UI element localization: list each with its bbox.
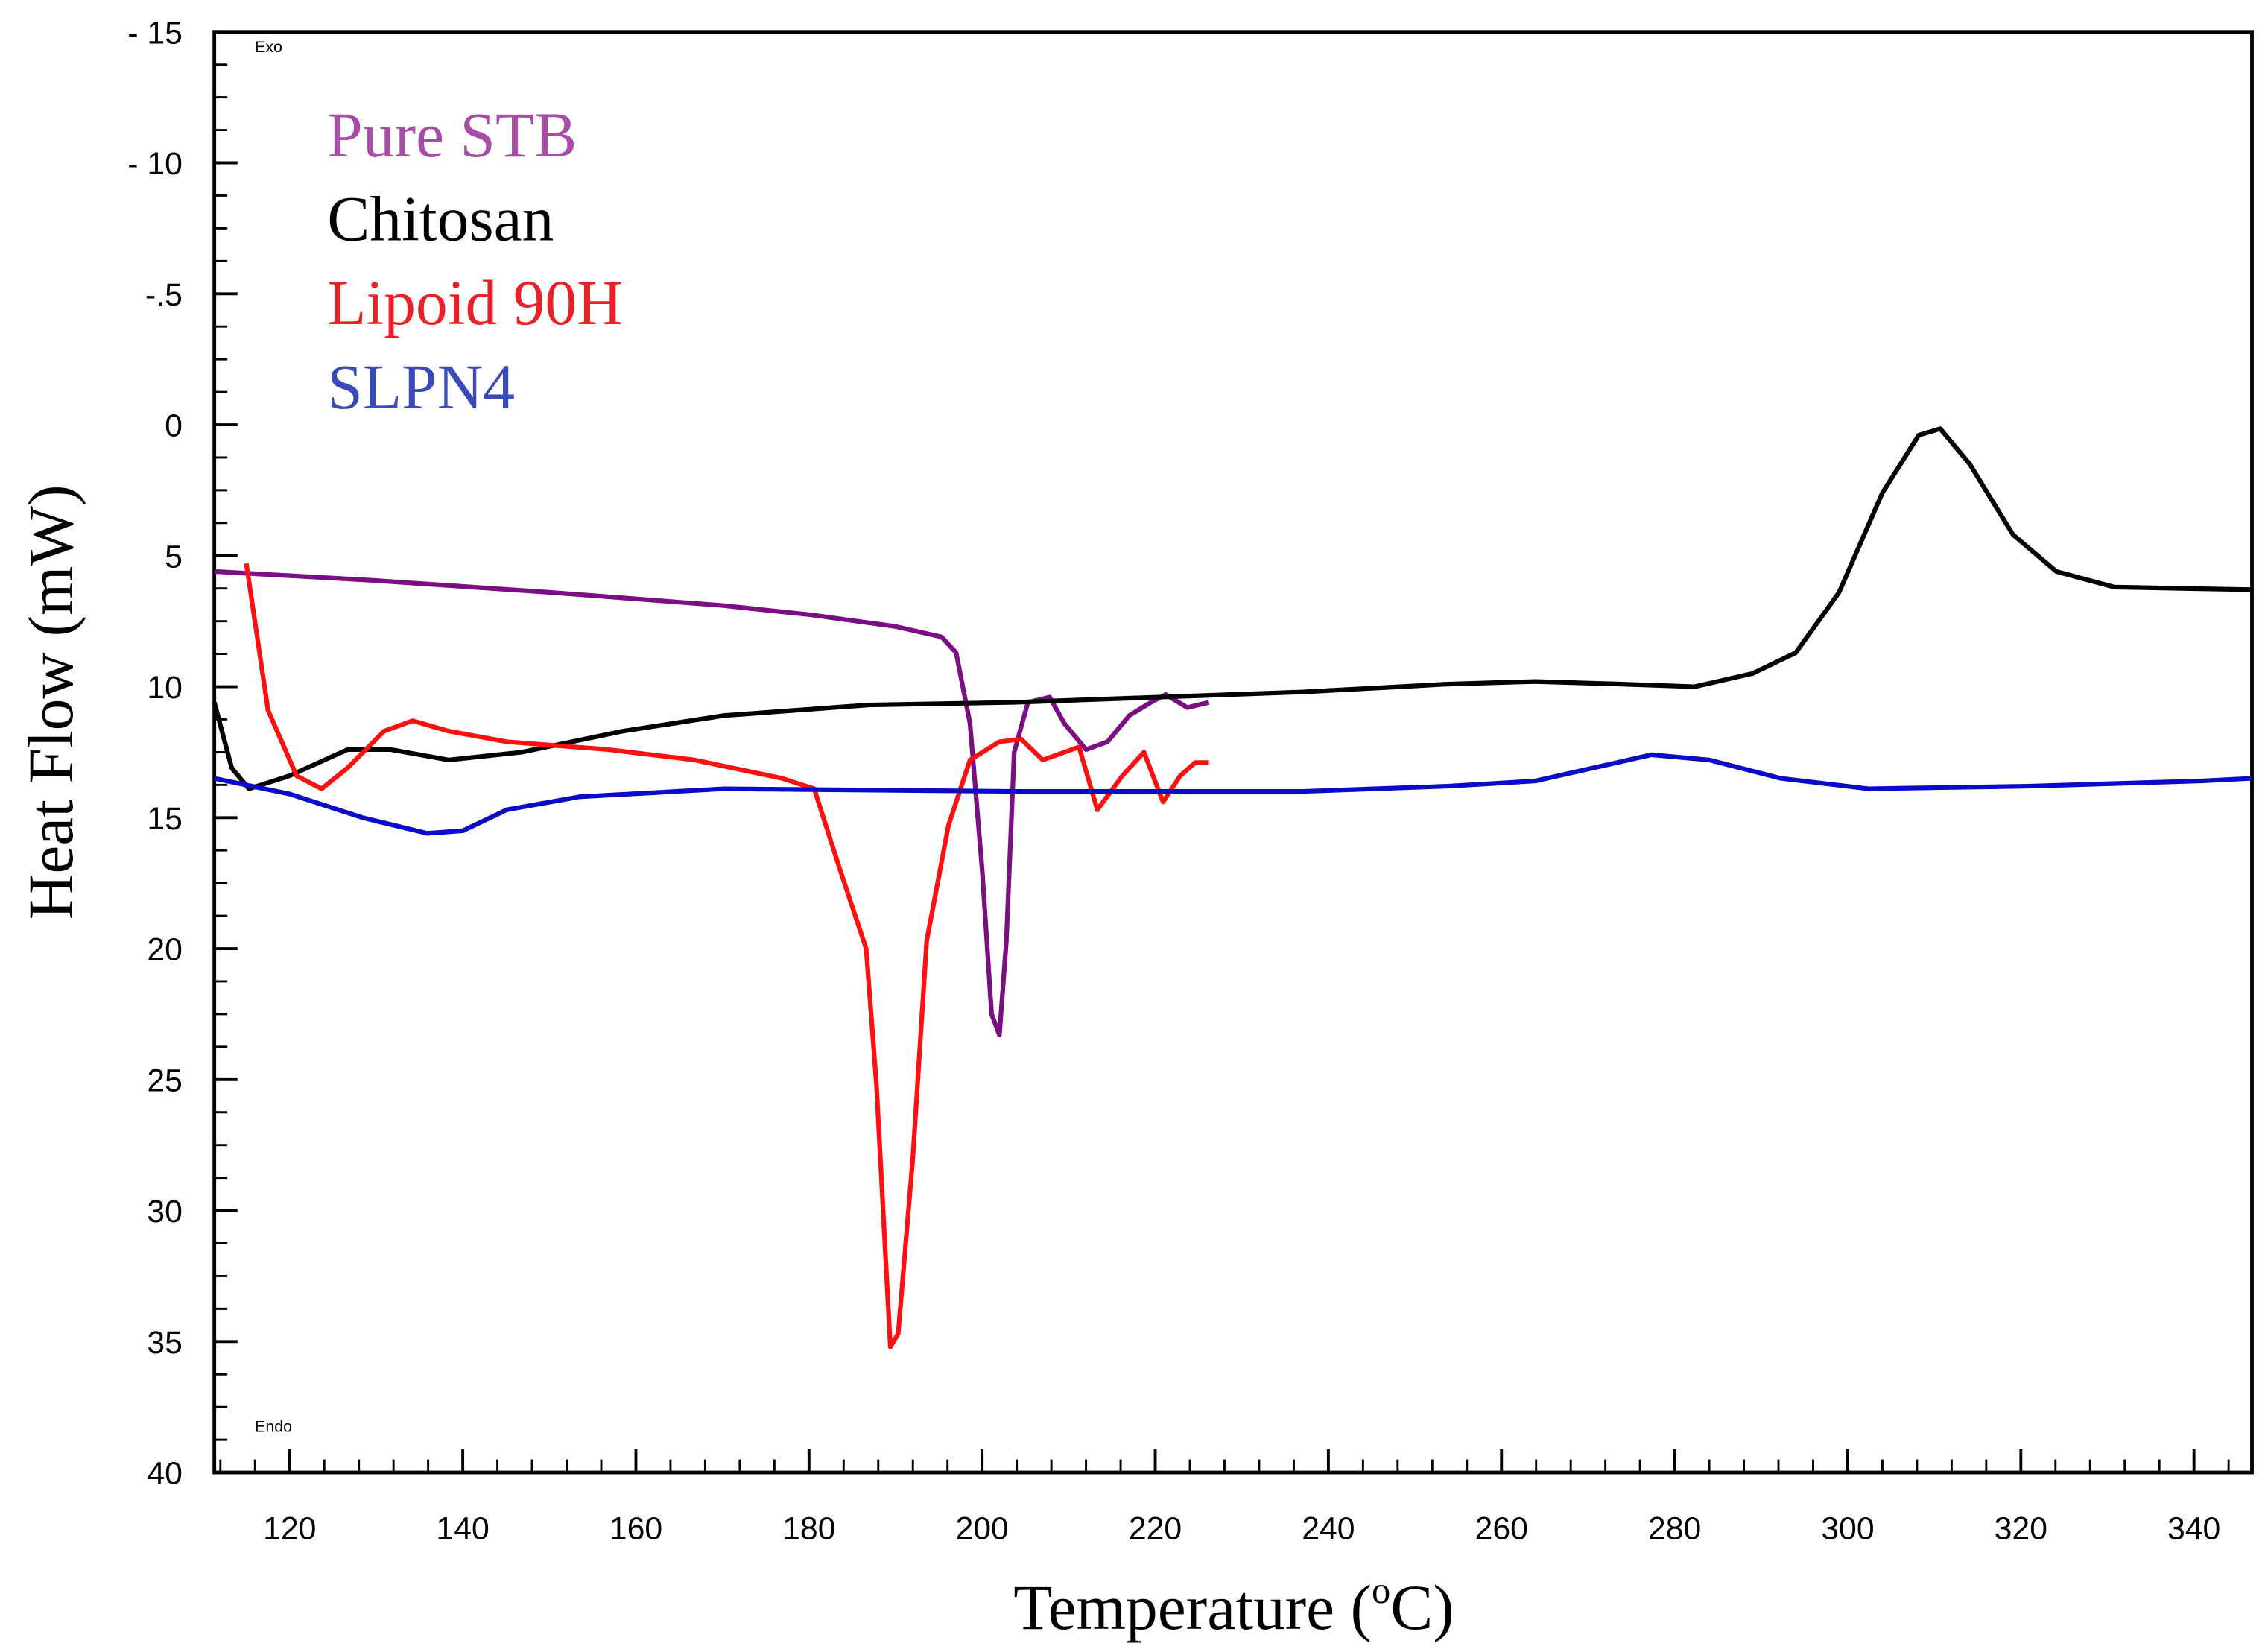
y-tick-label: 25 <box>147 1063 183 1098</box>
legend-entry: Pure STB <box>327 101 577 171</box>
y-tick-label: 15 <box>147 801 183 837</box>
y-tick-label: - 10 <box>127 146 183 182</box>
x-axis-title-sup: o <box>1372 1569 1390 1611</box>
x-tick-label: 300 <box>1821 1510 1874 1546</box>
x-tick-label: 320 <box>1995 1510 2047 1546</box>
x-tick-label: 240 <box>1302 1510 1355 1546</box>
legend-entry: Chitosan <box>327 185 554 255</box>
legend: Pure STB Chitosan Lipoid 90H SLPN4 <box>327 101 623 423</box>
x-axis-title-main: Temperature ( <box>1013 1573 1372 1643</box>
endo-annotation: Endo <box>255 1418 292 1436</box>
y-tick-label: 10 <box>147 670 183 706</box>
y-tick-label: 0 <box>165 408 183 444</box>
x-tick-label: 180 <box>782 1510 835 1546</box>
y-tick-label: 35 <box>147 1325 183 1361</box>
legend-entry: SLPN4 <box>327 352 515 423</box>
x-tick-label: 340 <box>2167 1510 2220 1546</box>
y-tick-label: 20 <box>147 932 183 968</box>
x-tick-label: 260 <box>1475 1510 1528 1546</box>
series-line-pure-stb <box>214 569 1210 1038</box>
y-tick-label: 30 <box>147 1194 183 1229</box>
x-axis-title: Temperature (oC) <box>1013 1569 1454 1643</box>
x-tick-label: 140 <box>436 1510 489 1546</box>
series-line-slpn4 <box>214 752 2252 836</box>
x-tick-label: 160 <box>609 1510 662 1546</box>
series-line-chitosan <box>212 426 2252 791</box>
x-axis-title-end: C) <box>1390 1573 1454 1643</box>
x-tick-label: 120 <box>263 1510 316 1546</box>
y-axis-title: Heat Flow (mW) <box>16 484 86 920</box>
y-tick-label: - 15 <box>127 15 183 51</box>
y-tick-label: 40 <box>147 1456 183 1492</box>
legend-entry: Lipoid 90H <box>327 268 623 338</box>
exo-annotation: Exo <box>255 38 282 56</box>
series-group <box>212 426 2252 1349</box>
x-tick-label: 220 <box>1129 1510 1182 1546</box>
series-line-lipoid-90h <box>244 563 1209 1349</box>
x-tick-label: 200 <box>956 1510 1009 1546</box>
y-tick-label: -.5 <box>145 277 183 313</box>
y-tick-label: 5 <box>165 539 183 575</box>
x-tick-label: 280 <box>1648 1510 1701 1546</box>
axes: - 15 - 10 -.5 0 5 10 15 20 25 30 35 40 120 140 160 180 2… <box>127 15 2254 1546</box>
